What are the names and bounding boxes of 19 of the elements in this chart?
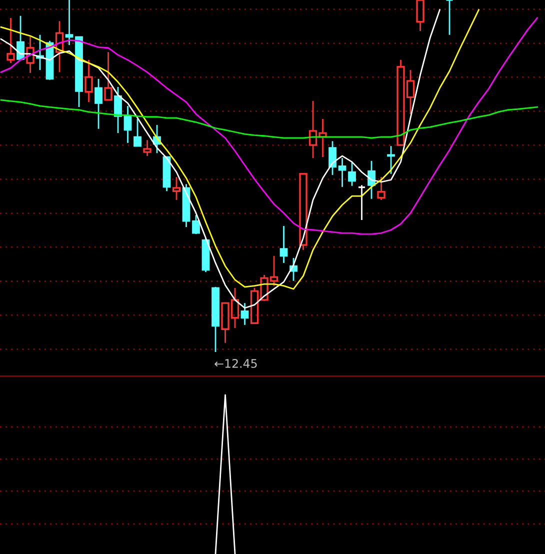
candlestick [65, 0, 74, 46]
text: ←12.45 [214, 358, 257, 368]
candlestick [16, 15, 24, 61]
candlestick [26, 36, 34, 74]
candlestick [338, 157, 346, 188]
candlestick [387, 145, 395, 175]
candlestick [192, 214, 200, 235]
candlestick [55, 20, 64, 73]
candlestick [124, 105, 132, 144]
candlestick [348, 161, 356, 187]
candlestick [358, 184, 366, 221]
candlestick [445, 0, 454, 36]
candlestick [280, 225, 288, 264]
candlestick [134, 118, 142, 147]
candlestick [328, 140, 336, 176]
candlestick [240, 302, 249, 326]
candlestick [94, 78, 102, 130]
candlestick [84, 59, 93, 103]
candlestick [114, 86, 122, 134]
